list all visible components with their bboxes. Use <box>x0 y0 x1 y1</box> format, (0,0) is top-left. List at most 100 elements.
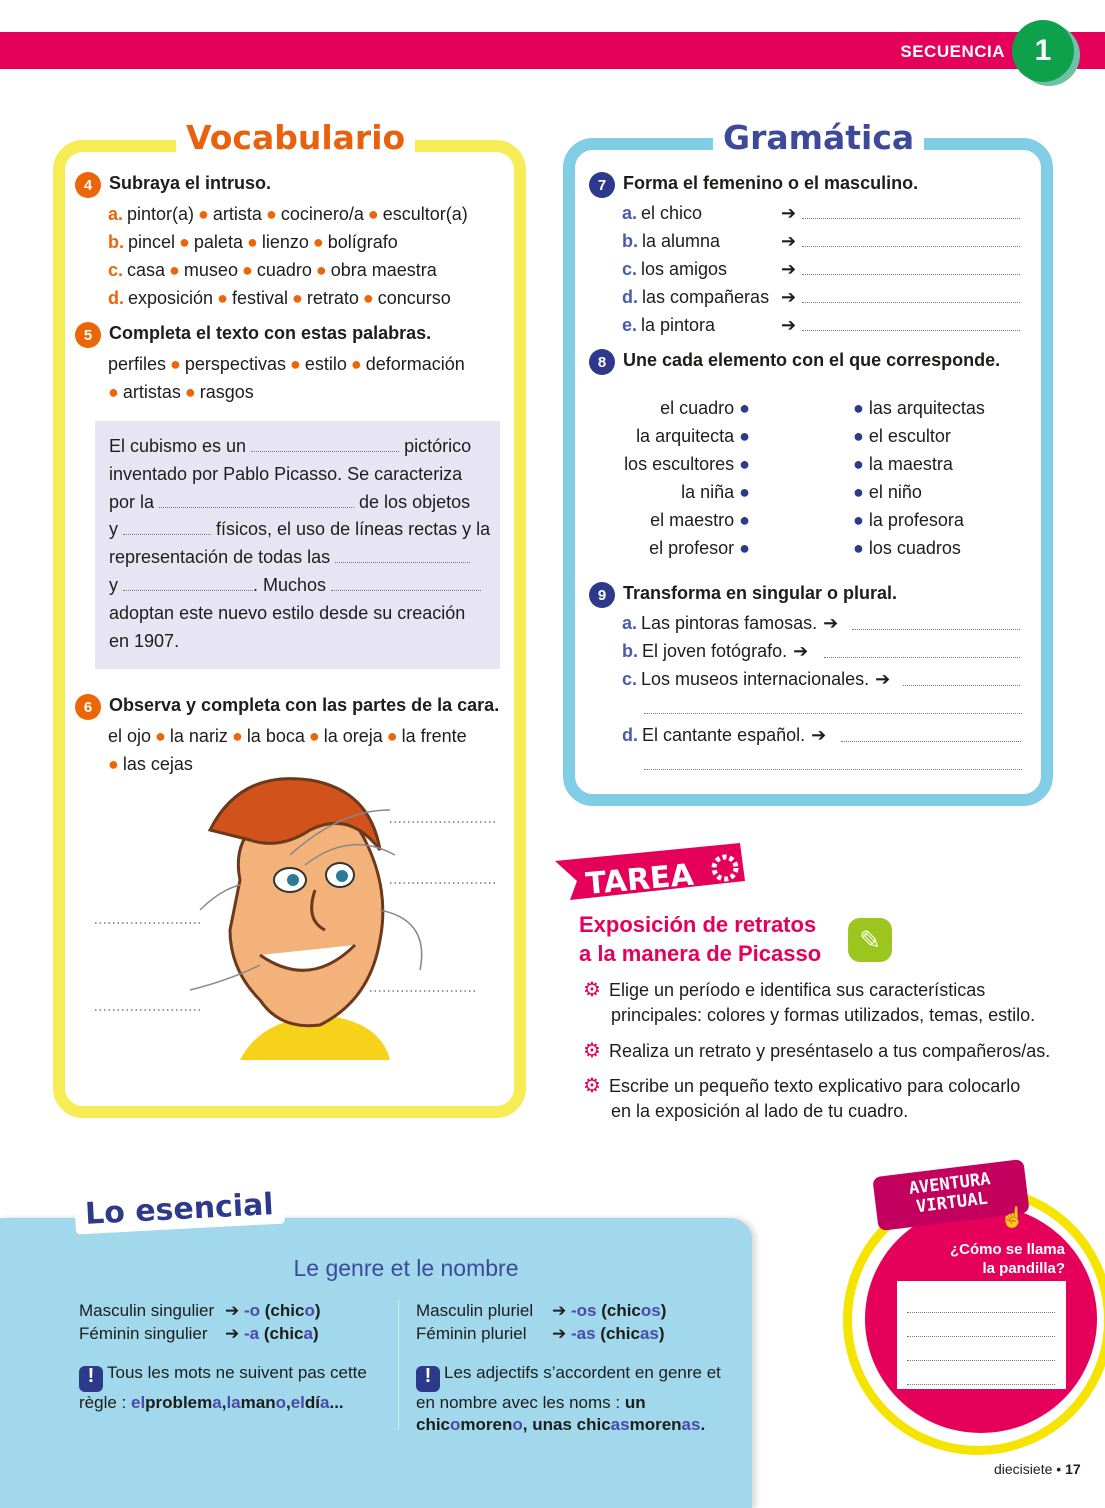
match-left-item[interactable]: los escultores ● <box>560 450 750 478</box>
answer-box[interactable] <box>897 1281 1066 1389</box>
ex7-item: c. los amigos <box>622 255 727 283</box>
rule-example: (chic <box>263 1324 304 1343</box>
rule-example: (chic <box>601 1301 641 1320</box>
word[interactable]: casa <box>127 260 166 280</box>
item-word: las compañeras <box>642 287 770 307</box>
word[interactable]: retrato <box>306 288 359 308</box>
word[interactable]: festival <box>231 288 288 308</box>
text-line: y . Muchos <box>109 572 486 600</box>
match-dot[interactable]: ● <box>739 454 750 474</box>
word: la boca <box>246 726 305 746</box>
text-fragment: adoptan este nuevo estilo desde su creac… <box>109 602 466 623</box>
word: perfiles <box>108 354 167 374</box>
match-dot[interactable]: ● <box>853 398 864 418</box>
word[interactable]: pincel <box>128 232 176 252</box>
word[interactable]: escultor(a) <box>382 204 468 224</box>
match-right-item[interactable]: ● el escultor <box>853 422 951 450</box>
bullet-icon: ● <box>291 288 303 308</box>
column-divider <box>398 1300 399 1430</box>
fill-blank[interactable] <box>331 573 482 591</box>
match-right-item[interactable]: ● los cuadros <box>853 534 961 562</box>
match-dot[interactable]: ● <box>853 426 864 446</box>
cloze-text-box: El cubismo es un pictórico inventado por … <box>95 421 500 669</box>
match-right-item[interactable]: ● el niño <box>853 478 922 506</box>
text-fragment: representación de todas las <box>109 547 336 568</box>
answer-blank <box>903 668 1020 686</box>
bullet-icon: ● <box>170 354 181 374</box>
exercise-number: 4 <box>75 172 101 198</box>
fill-blank[interactable] <box>251 434 400 452</box>
item-letter: b. <box>108 232 124 252</box>
match-dot[interactable]: ● <box>853 510 864 530</box>
word-list: ● artistas ● rasgos <box>108 378 254 406</box>
match-dot[interactable]: ● <box>853 454 864 474</box>
match-left-item[interactable]: el profesor ● <box>560 534 750 562</box>
word[interactable]: cuadro <box>256 260 312 280</box>
rule-label: Masculin pluriel <box>416 1301 534 1320</box>
item-sentence: El joven fotógrafo. <box>642 641 788 661</box>
word[interactable]: cocinero/a <box>280 204 364 224</box>
rule-example-ending: a <box>303 1324 313 1343</box>
match-dot[interactable]: ● <box>853 538 864 558</box>
word[interactable]: paleta <box>193 232 243 252</box>
word[interactable]: pintor(a) <box>127 204 195 224</box>
arrow-icon: ➔ <box>781 315 797 335</box>
word[interactable]: obra maestra <box>330 260 437 280</box>
ex9-item: a. Las pintoras famosas. ➔ <box>622 609 838 637</box>
text-line: adoptan este nuevo estilo desde su creac… <box>109 600 486 628</box>
fill-blank[interactable] <box>123 573 254 591</box>
exercise-instruction: Subraya el intruso. <box>109 173 272 193</box>
item-word: el chico <box>641 203 703 223</box>
ex9-item: c. Los museos internacionales. ➔ <box>622 665 890 693</box>
word[interactable]: museo <box>183 260 238 280</box>
match-dot[interactable]: ● <box>739 398 750 418</box>
match-left-item[interactable]: la arquitecta ● <box>560 422 750 450</box>
match-dot[interactable]: ● <box>739 510 750 530</box>
note-example: man <box>240 1393 276 1412</box>
item-letter: c. <box>622 669 638 689</box>
ex4-item: b. pincel ● paleta ● lienzo ● bolígrafo <box>108 228 398 256</box>
word[interactable]: bolígrafo <box>327 232 398 252</box>
fill-blank[interactable] <box>123 517 212 536</box>
esencial-heading: Le genre et le nombre <box>293 1255 519 1281</box>
ex9-item: b. El joven fotógrafo. ➔ <box>622 637 808 665</box>
item-letter: a. <box>622 203 638 223</box>
word[interactable]: concurso <box>377 288 451 308</box>
match-dot[interactable]: ● <box>853 482 864 502</box>
item-letter: d. <box>622 287 638 307</box>
match-right-item[interactable]: ● la profesora <box>853 506 964 534</box>
bullet-icon: ● <box>308 726 320 746</box>
note-text: Les adjectifs s’accordent en genre et en… <box>416 1363 721 1412</box>
word[interactable]: lienzo <box>261 232 309 252</box>
match-right-item[interactable]: ● las arquitectas <box>853 394 985 422</box>
page-footer: diecisiete • 17 <box>994 1461 1081 1477</box>
word[interactable]: exposición <box>128 288 214 308</box>
rule-example-ending: as <box>639 1324 659 1343</box>
rule-example: (chic <box>600 1324 640 1343</box>
note-example: . <box>700 1414 706 1434</box>
page-number: 17 <box>1065 1461 1081 1477</box>
text-fragment: y <box>109 519 124 540</box>
word: la frente <box>401 726 467 746</box>
match-right-item[interactable]: ● la maestra <box>853 450 953 478</box>
ex7-item: b. la alumna <box>622 227 720 255</box>
item-letter: b. <box>622 641 638 661</box>
word: perspectivas <box>184 354 286 374</box>
singular-rules: Masculin singulier ➔ -o (chico) Féminin s… <box>79 1301 321 1343</box>
gramatica-title: Gramática <box>713 118 925 157</box>
match-dot[interactable]: ● <box>739 482 750 502</box>
match-dot[interactable]: ● <box>739 538 750 558</box>
match-left-item[interactable]: el cuadro ● <box>560 394 750 422</box>
item-letter: c. <box>108 260 124 280</box>
sequence-number-badge: 1 <box>1012 20 1074 82</box>
note-exceptions: ! Tous les mots ne suivent pas cette règl… <box>79 1362 379 1414</box>
ex4-item: a. pintor(a) ● artista ● cocinero/a ● escultor(… <box>108 200 468 228</box>
word[interactable]: artista <box>212 204 262 224</box>
rule-ending: -a <box>243 1324 260 1343</box>
match-dot[interactable]: ● <box>739 426 750 446</box>
match-left-item[interactable]: la niña ● <box>560 478 750 506</box>
fill-blank[interactable] <box>335 545 471 564</box>
match-left-item[interactable]: el maestro ● <box>560 506 750 534</box>
fill-blank[interactable] <box>159 490 355 508</box>
item-sentence: Los museos internacionales. <box>641 669 870 689</box>
